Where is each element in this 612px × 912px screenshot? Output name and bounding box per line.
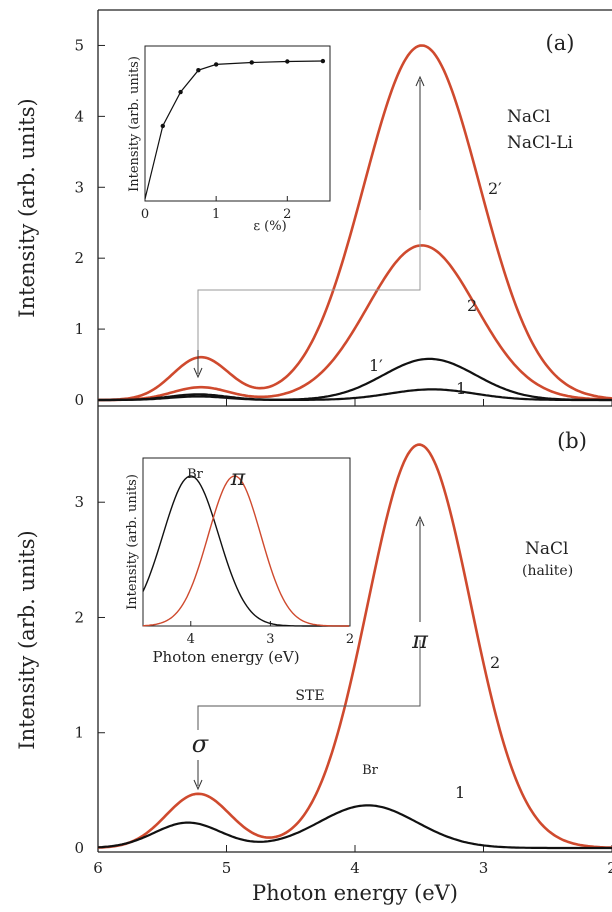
y-tick-label-a-5: 5 <box>74 36 84 54</box>
inset-a-point-3 <box>213 62 219 67</box>
panel-b-br-label: Br <box>362 763 379 778</box>
panel-b-sigma-label: σ <box>192 730 209 758</box>
panel-b-inset: 4 3 2 Br π Intensity (arb. units) Photon e… <box>125 457 354 666</box>
panel-b-x-ticks: 6 5 4 3 2 <box>93 399 612 877</box>
y-tick-label-b-1: 1 <box>74 724 84 742</box>
inset-b-x-tick-label-0: 4 <box>187 632 195 647</box>
x-tick-label-3: 3 <box>479 859 489 877</box>
panel-a-sample-label-2: NaCl-Li <box>507 133 573 153</box>
inset-b-series-0 <box>142 475 349 627</box>
panel-b-inset-pi-label: π <box>230 466 246 491</box>
inset-a-x-tick-label-1: 1 <box>212 207 220 222</box>
panel-a-sample-label-1: NaCl <box>507 107 550 127</box>
panel-b-ste-connector <box>197 640 421 730</box>
panel-a: 0 1 2 3 4 5 (a) NaCl NaCl-Li 2′ 2 1′ 1 0 1 2 In… <box>74 9 612 409</box>
panel-b-ste-label: STE <box>295 688 324 704</box>
inset-b-x-tick-label-2: 2 <box>346 632 354 647</box>
panel-a-inset-frame <box>144 45 331 202</box>
y-tick-label-a-3: 3 <box>74 178 84 196</box>
panel-a-curve-label-1: 1 <box>456 379 466 398</box>
panel-b-sigma-arrow <box>193 760 203 791</box>
panel-b-pi-arrow <box>415 515 425 622</box>
panel-b-curve-label-2: 2 <box>490 653 500 672</box>
series-line-a-2 <box>98 357 612 402</box>
panel-b-inset-br-label: Br <box>187 467 204 482</box>
inset-a-x-tick-label-2: 2 <box>283 207 291 222</box>
inset-b-series-1 <box>142 475 349 627</box>
panel-b: 0 1 2 3 6 5 4 3 2 STE σ π Br 2 1 (b) NaCl (hali… <box>74 399 612 877</box>
inset-a-point-6 <box>320 58 326 64</box>
y-tick-label-a-4: 4 <box>74 107 84 125</box>
panel-a-y-ticks: 0 1 2 3 4 5 <box>74 36 105 409</box>
panel-b-curve-label-1: 1 <box>455 783 465 802</box>
panel-a-curve-label-2: 2 <box>467 296 477 315</box>
panel-b-inset-x-title: Photon energy (eV) <box>152 648 299 666</box>
panel-a-inset-x-title: ε (%) <box>253 219 286 234</box>
panel-a-curve-label-1prime: 1′ <box>369 356 383 375</box>
panel-b-curves <box>97 443 612 850</box>
series-line-b-1 <box>97 804 612 850</box>
panel-b-tag: (b) <box>557 429 587 453</box>
panel-b-sample-label-2: (halite) <box>522 563 573 579</box>
panel-a-inset-curve <box>144 60 323 200</box>
series-line-b-0 <box>97 443 612 849</box>
x-tick-label-1: 5 <box>222 859 232 877</box>
x-tick-label-0: 6 <box>93 859 103 877</box>
x-tick-label-2: 4 <box>350 859 360 877</box>
panel-b-inset-y-title: Intensity (arb. units) <box>125 474 140 610</box>
series-line-a-0 <box>98 44 612 402</box>
inset-b-x-tick-label-1: 3 <box>266 632 274 647</box>
panel-a-inset-points <box>160 58 326 129</box>
y-tick-label-a-1: 1 <box>74 320 84 338</box>
y-tick-label-b-3: 3 <box>74 493 84 511</box>
panel-a-down-arrow <box>193 350 203 379</box>
panel-b-inset-frame <box>142 457 351 627</box>
panel-b-inset-curves <box>142 475 349 627</box>
panel-a-inset-y-title: Intensity (arb. units) <box>127 56 142 192</box>
series-line-a-1 <box>98 244 612 402</box>
inset-a-x-tick-label-0: 0 <box>141 207 149 222</box>
x-tick-label-4: 2 <box>607 859 612 877</box>
x-axis-title: Photon energy (eV) <box>252 881 458 905</box>
y-tick-label-b-0: 0 <box>74 839 84 857</box>
panel-b-y-ticks: 0 1 2 3 <box>74 493 105 857</box>
panel-b-y-title: Intensity (arb. units) <box>15 530 39 749</box>
panel-a-curves <box>98 44 612 402</box>
panel-a-y-title: Intensity (arb. units) <box>15 98 39 317</box>
inset-a-point-4 <box>249 60 254 65</box>
panel-a-inset: 0 1 2 Intensity (arb. units) ε (%) <box>127 45 331 234</box>
y-tick-label-a-2: 2 <box>74 249 84 267</box>
inset-a-point-1 <box>178 89 183 95</box>
panel-a-curve-label-2prime: 2′ <box>488 179 502 198</box>
panel-b-pi-label: π <box>411 626 429 654</box>
panel-a-up-arrow <box>415 75 425 210</box>
inset-a-point-5 <box>285 59 290 64</box>
panel-a-tag: (a) <box>546 31 575 55</box>
inset-a-point-0 <box>160 123 165 129</box>
inset-a-point-2 <box>196 68 201 73</box>
y-tick-label-b-2: 2 <box>74 608 84 626</box>
panel-b-sample-label-1: NaCl <box>525 539 568 559</box>
y-tick-label-a-0: 0 <box>74 391 84 409</box>
panel-a-connector <box>197 210 421 350</box>
series-line-a-3 <box>98 388 612 402</box>
